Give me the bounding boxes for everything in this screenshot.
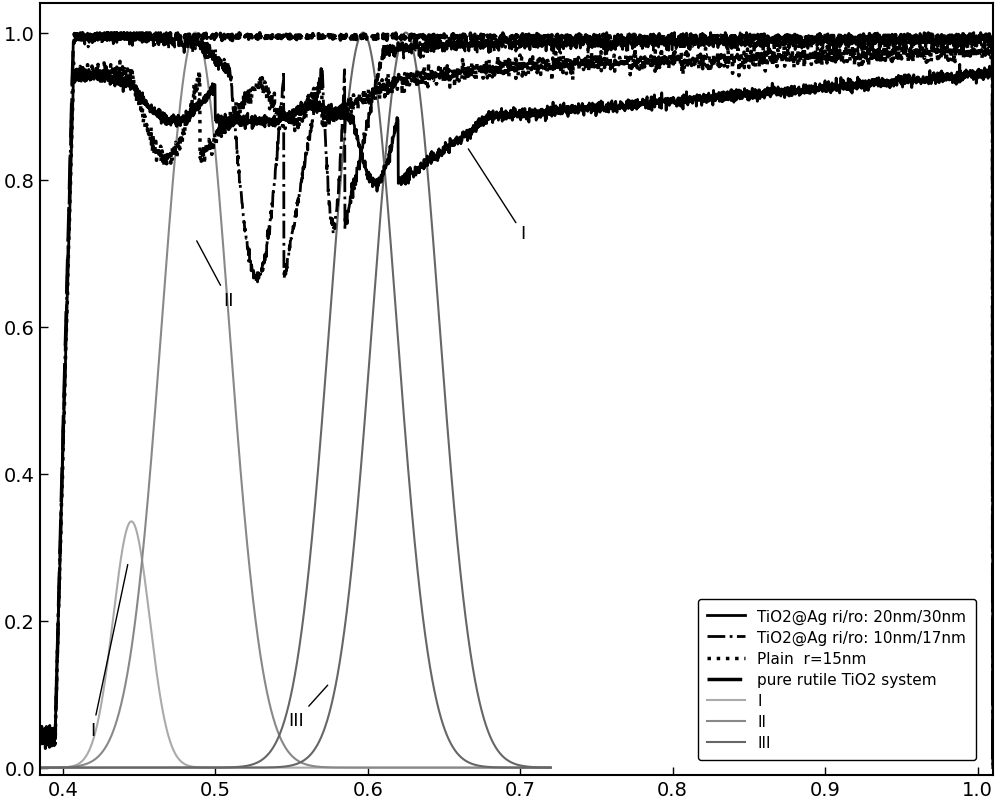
Text: I: I: [90, 565, 128, 739]
Text: III: III: [288, 685, 328, 729]
Text: I: I: [468, 149, 525, 243]
Text: II: II: [197, 242, 233, 309]
Legend: TiO2@Ag ri/ro: 20nm/30nm, TiO2@Ag ri/ro: 10nm/17nm, Plain  r=15nm, pure rutile T: TiO2@Ag ri/ro: 20nm/30nm, TiO2@Ag ri/ro:…: [698, 600, 976, 760]
